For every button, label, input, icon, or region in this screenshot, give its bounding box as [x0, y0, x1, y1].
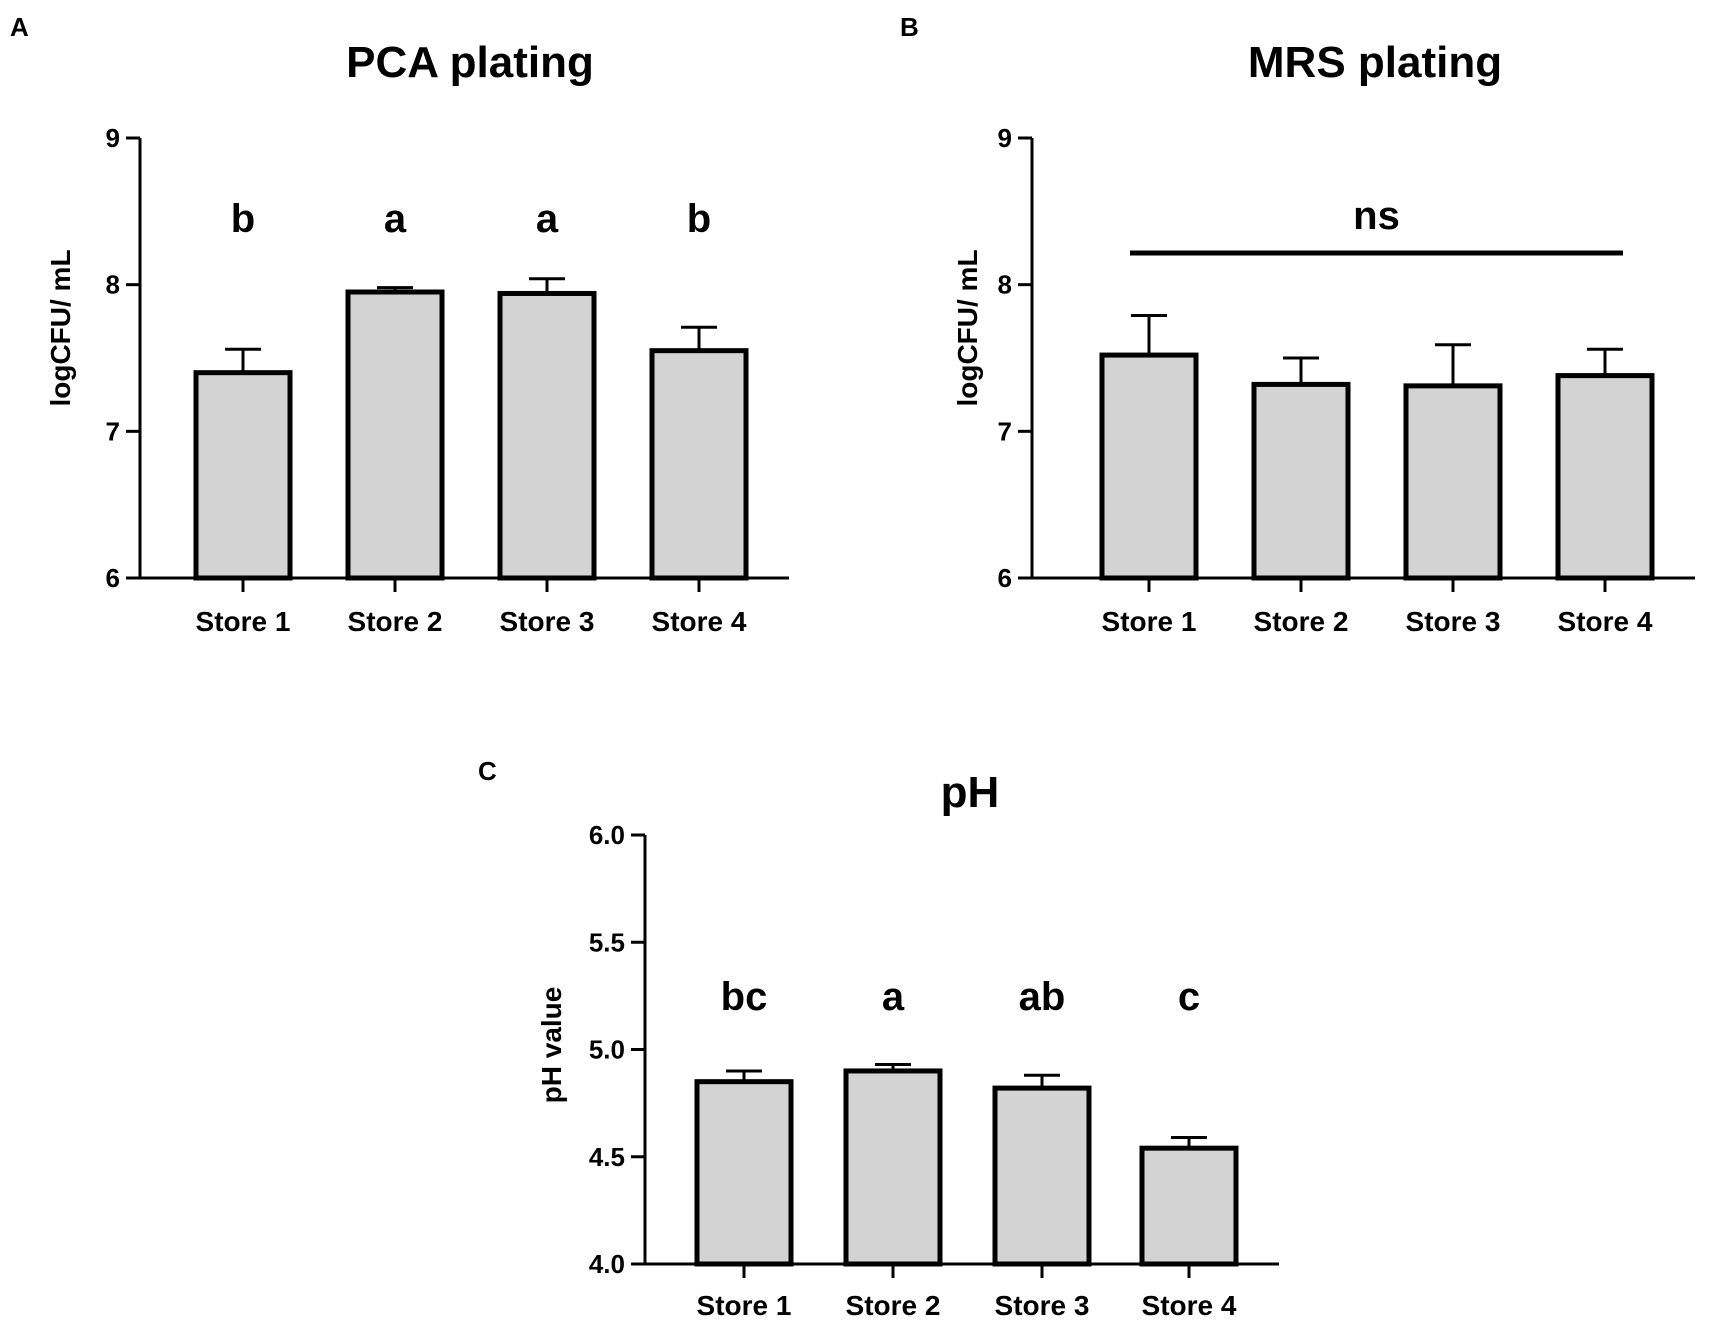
y-tick-label: 4.5 [589, 1142, 625, 1172]
x-tick-label: Store 3 [995, 1290, 1090, 1321]
significance-label: b [687, 197, 711, 241]
panel-c-title: pH [941, 768, 1000, 817]
bar-store-2 [345, 289, 445, 581]
y-tick-label: 8 [998, 270, 1012, 300]
y-tick-label: 9 [106, 123, 120, 153]
panel-b-plot: 6 7 8 9 Store 1 Store 2 Store 3 Store 4 ns [998, 123, 1695, 637]
bar-store-4 [1555, 373, 1655, 581]
x-tick-label: Store 2 [846, 1290, 941, 1321]
panel-c: C pH pH value 4.0 4.5 5.0 5.5 6.0 Store 1 bc St… [478, 756, 1279, 1321]
y-tick-label: 5.5 [589, 927, 625, 957]
significance-label: c [1178, 975, 1200, 1019]
y-tick-label: 9 [998, 123, 1012, 153]
x-tick-label: Store 3 [1406, 606, 1501, 637]
bar-store-3 [497, 290, 597, 581]
x-tick-label: Store 4 [1558, 606, 1653, 637]
significance-label: ab [1019, 975, 1066, 1019]
significance-label: bc [721, 975, 768, 1019]
panel-a-letter: A [10, 12, 29, 42]
panel-b-letter: B [900, 12, 919, 42]
significance-label: a [536, 197, 559, 241]
panel-b-y-axis-label: logCFU/ mL [952, 249, 983, 406]
x-tick-label: Store 2 [1254, 606, 1349, 637]
x-tick-label: Store 1 [697, 1290, 792, 1321]
significance-label: a [384, 197, 407, 241]
y-tick-label: 6 [106, 563, 120, 593]
bar-store-3 [992, 1085, 1092, 1267]
panel-b-title: MRS plating [1248, 38, 1502, 87]
bar-store-2 [843, 1068, 943, 1267]
panel-a: A PCA plating logCFU/ mL 6 7 8 9 Store 1 b Sto… [10, 12, 789, 637]
x-tick-label: Store 3 [500, 606, 595, 637]
bar-store-4 [649, 348, 749, 581]
y-tick-label: 5.0 [589, 1035, 625, 1065]
panel-a-y-axis-label: logCFU/ mL [45, 249, 76, 406]
bar-store-1 [1099, 352, 1199, 581]
bar-store-1 [694, 1079, 794, 1267]
y-tick-label: 8 [106, 270, 120, 300]
y-tick-label: 6 [998, 563, 1012, 593]
x-tick-label: Store 1 [196, 606, 291, 637]
x-tick-label: Store 1 [1102, 606, 1197, 637]
x-tick-label: Store 4 [652, 606, 747, 637]
bar-store-4 [1139, 1145, 1239, 1267]
panel-c-letter: C [478, 756, 497, 786]
bar-store-2 [1251, 381, 1351, 581]
y-tick-label: 4.0 [589, 1249, 625, 1279]
x-tick-label: Store 2 [348, 606, 443, 637]
significance-label: b [231, 197, 255, 241]
y-tick-label: 7 [998, 416, 1012, 446]
x-tick-label: Store 4 [1142, 1290, 1237, 1321]
y-tick-label: 6.0 [589, 820, 625, 850]
panel-c-plot: 4.0 4.5 5.0 5.5 6.0 Store 1 bc Store 2 a Store 3 a… [589, 820, 1279, 1321]
panel-b: B MRS plating logCFU/ mL 6 7 8 9 Store 1 Stor… [900, 12, 1695, 637]
significance-label: a [882, 975, 905, 1019]
ns-annotation: ns [1353, 194, 1400, 238]
panel-a-title: PCA plating [346, 38, 594, 87]
y-tick-label: 7 [106, 416, 120, 446]
bar-store-3 [1403, 383, 1503, 581]
panel-a-plot: 6 7 8 9 Store 1 b Store 2 a Store 3 a Store 4 b [106, 123, 789, 637]
panel-c-y-axis-label: pH value [536, 987, 567, 1104]
bar-store-1 [193, 370, 293, 581]
